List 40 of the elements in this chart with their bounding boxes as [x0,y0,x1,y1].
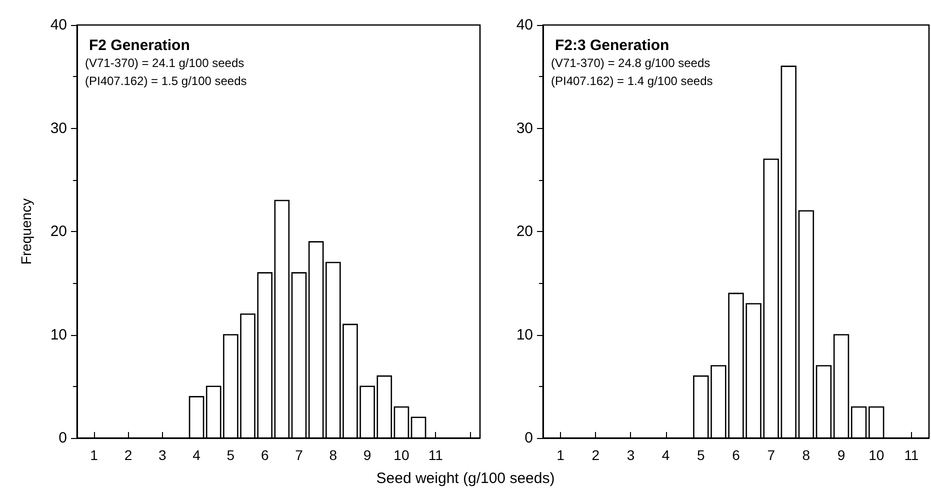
x-tick-label: 7 [295,447,304,463]
y-tick-label: 30 [516,120,533,137]
y-tick-label: 10 [516,326,533,344]
x-tick-label: 9 [837,447,846,463]
x-tick-label: 2 [592,447,600,463]
annotation: (PI407.162) = 1.4 g/100 seeds [551,74,713,88]
y-tick-label: 0 [524,430,533,446]
y-tick-label: 40 [50,16,67,34]
y-tick-label: 10 [50,326,67,344]
x-tick-label: 10 [868,447,884,463]
y-axis-title: Frequency [18,198,34,265]
x-tick-label: 5 [226,447,235,463]
x-tick-label: 6 [260,447,269,463]
text: F2 Generation [89,37,190,54]
x-tick-label: 3 [158,447,166,463]
annotation: (V71-370) = 24.8 g/100 seeds [551,56,710,70]
x-tick-label: 8 [802,447,810,463]
y-tick-label: 40 [516,16,533,34]
x-tick-label: 4 [662,447,670,463]
x-tick-label: 3 [626,447,635,463]
x-axis-title: Seed weight (g/100 seeds) [375,470,556,487]
x-tick-label: 1 [556,447,565,463]
x-tick-label: 11 [904,447,919,463]
x-tick-label: 6 [732,447,740,463]
text: F2:3 Generation [555,37,670,54]
annotation: (PI407.162) = 1.5 g/100 seeds [85,74,247,88]
x-tick-label: 4 [192,447,201,463]
x-tick-label: 11 [428,447,444,463]
x-tick-label: 7 [767,447,776,463]
y-tick-label: 20 [516,223,533,240]
x-tick-label: 9 [363,447,372,463]
x-tick-label: 10 [394,447,410,463]
y-tick-label: 20 [50,223,67,240]
y-tick-label: 0 [58,430,67,446]
x-tick-label: 5 [697,447,706,463]
annotation: (V71-370) = 24.1 g/100 seeds [85,56,244,70]
x-tick-label: 1 [90,447,98,463]
x-tick-label: 8 [329,447,338,463]
x-tick-label: 2 [124,447,132,463]
y-tick-label: 30 [50,120,67,137]
